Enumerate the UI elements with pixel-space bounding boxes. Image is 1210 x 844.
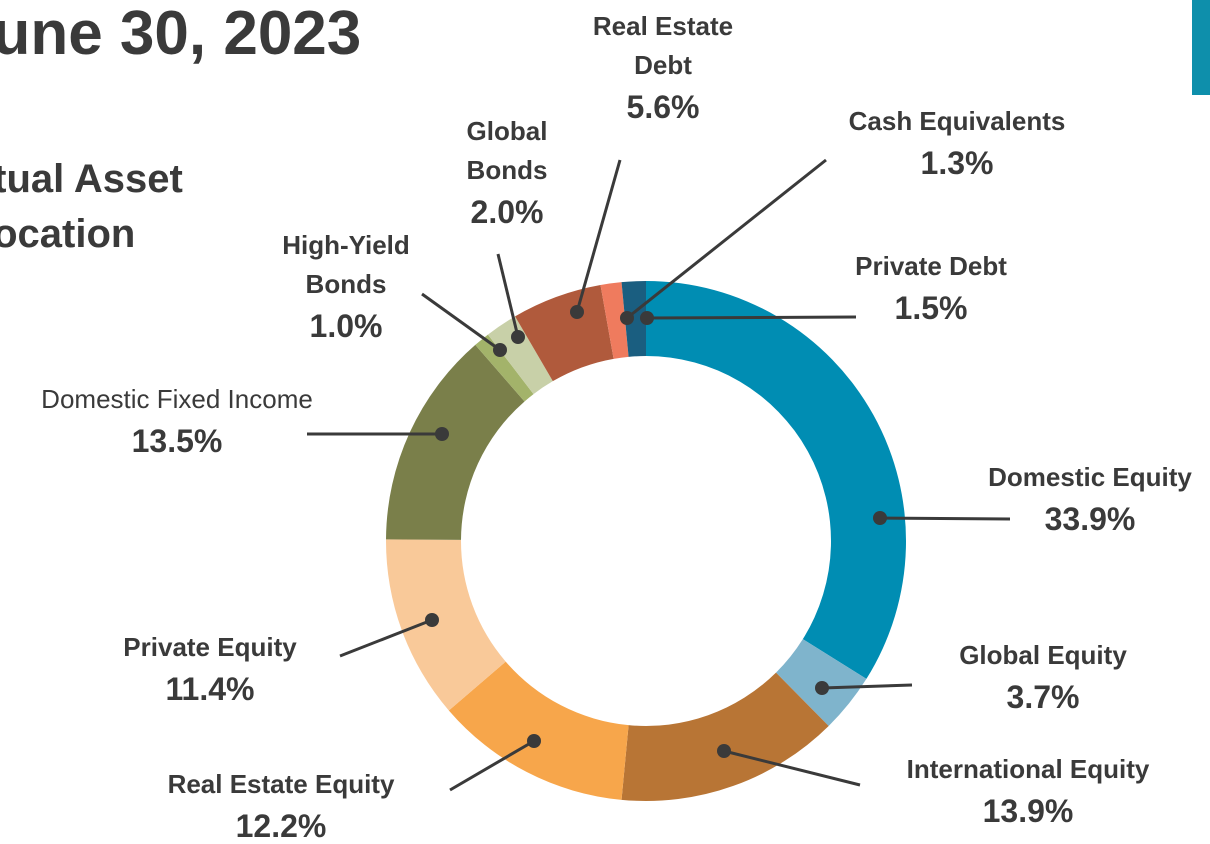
leader-line <box>496 253 520 338</box>
value-label: 13.9% <box>982 793 1074 829</box>
donut-segment <box>448 661 629 800</box>
value-label: 3.7% <box>1006 679 1080 715</box>
leader-dot <box>620 311 634 325</box>
category-label: Private Equity <box>123 632 297 662</box>
donut-segment <box>386 344 525 540</box>
leader-line <box>575 159 622 313</box>
category-label: Domestic Fixed Income <box>41 384 313 414</box>
slice-label: Global Bonds 2.0% <box>452 112 562 235</box>
value-label: 33.9% <box>1044 501 1136 537</box>
category-label: Real Estate Equity <box>167 769 395 799</box>
leader-line <box>449 739 535 792</box>
donut-segment <box>487 316 553 395</box>
value-label: 1.5% <box>894 290 968 326</box>
donut-segment <box>386 539 506 711</box>
slice-label: Domestic Equity 33.9% <box>988 458 1192 542</box>
category-label: Private Debt <box>855 251 1007 281</box>
donut-segment <box>646 281 906 679</box>
leader-dot <box>425 613 439 627</box>
leader-line <box>723 749 861 787</box>
value-label: 13.5% <box>131 423 223 459</box>
donut-segment <box>621 672 829 801</box>
donut-segment <box>475 334 534 402</box>
leader-dot <box>815 681 829 695</box>
category-label: International Equity <box>906 754 1150 784</box>
leader-dot <box>511 330 525 344</box>
slice-label: Real Estate Equity 12.2% <box>168 765 395 844</box>
leader-dot <box>493 343 507 357</box>
leader-line <box>879 516 1011 521</box>
leader-dot <box>570 305 584 319</box>
slice-label: High-Yield Bonds 1.0% <box>281 226 411 349</box>
value-label: 1.3% <box>920 145 994 181</box>
leader-line <box>646 315 857 320</box>
category-label: Global Equity <box>959 640 1127 670</box>
slice-label: Domestic Fixed Income 13.5% <box>41 380 313 464</box>
slice-label: Private Debt 1.5% <box>855 247 1007 331</box>
value-label: 11.4% <box>165 671 255 707</box>
value-label: 12.2% <box>235 808 327 844</box>
chart-title: June 30, 2023 <box>0 0 362 68</box>
leader-dot <box>435 427 449 441</box>
donut-segment <box>600 282 629 359</box>
leader-line <box>821 683 913 690</box>
leader-line <box>421 292 501 352</box>
leader-dot <box>717 744 731 758</box>
leader-dot <box>527 734 541 748</box>
slice-label: Private Equity 11.4% <box>123 628 296 712</box>
slice-label: Real Estate Debt 5.6% <box>573 7 753 130</box>
category-label: Global Bonds <box>466 116 548 185</box>
category-label: High-Yield Bonds <box>282 230 410 299</box>
corner-tab <box>1192 0 1210 95</box>
category-label: Cash Equivalents <box>848 106 1066 136</box>
slice-label: Global Equity 3.7% <box>959 636 1127 720</box>
category-label: Domestic Equity <box>988 462 1192 492</box>
value-label: 2.0% <box>470 194 544 230</box>
slice-label: Cash Equivalents 1.3% <box>849 102 1066 186</box>
category-label: Real Estate Debt <box>592 11 734 80</box>
leader-dot <box>873 511 887 525</box>
leader-line <box>339 618 433 658</box>
donut-segment <box>515 285 614 382</box>
slice-label: International Equity 13.9% <box>907 750 1150 834</box>
chart-subtitle: Actual Asset Allocation <box>0 157 183 256</box>
leader-dot <box>640 311 654 325</box>
value-label: 1.0% <box>309 308 383 344</box>
value-label: 5.6% <box>626 89 700 125</box>
leader-line <box>626 158 827 320</box>
